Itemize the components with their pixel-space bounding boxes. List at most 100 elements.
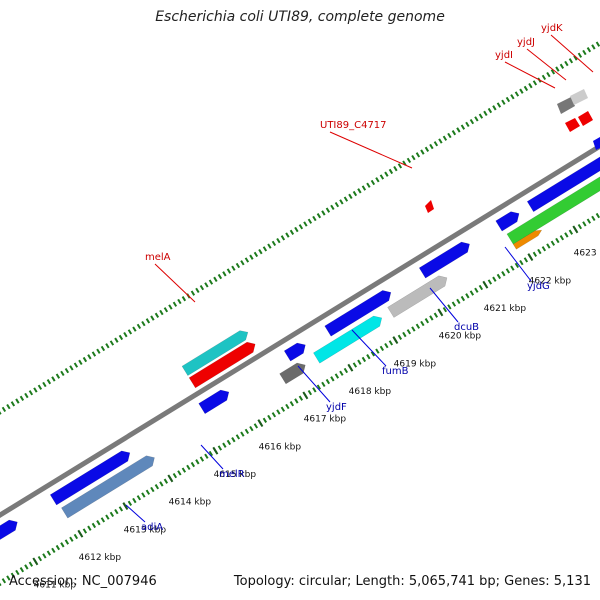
gene-arrow <box>283 342 306 362</box>
gene-label: yjdI <box>495 50 513 61</box>
track-tick <box>69 365 74 371</box>
track-tick <box>285 403 290 410</box>
track-tick <box>289 401 295 407</box>
scale-major-tick <box>212 446 219 455</box>
scale-tick-label: 4613 kbp <box>124 525 167 535</box>
track-tick <box>586 47 592 53</box>
track-tick <box>366 182 371 188</box>
track-tick <box>204 453 209 459</box>
scale-major-tick <box>392 336 399 345</box>
track-tick <box>339 199 344 205</box>
track-tick <box>465 293 470 299</box>
gene-arrow <box>61 455 155 519</box>
track-tick <box>307 389 313 396</box>
track-tick <box>519 88 524 94</box>
track-tick <box>415 152 421 158</box>
label-leader-line <box>550 34 594 73</box>
track-tick <box>262 246 268 252</box>
gene-label: adiA <box>141 522 163 533</box>
track-tick <box>393 166 398 172</box>
track-tick <box>96 520 101 526</box>
track-tick <box>186 464 191 470</box>
track-tick <box>550 69 556 75</box>
scale-tick-label: 4615 kbp <box>214 470 257 480</box>
track-tick <box>141 492 146 498</box>
track-tick <box>568 229 574 235</box>
track-tick <box>64 367 70 374</box>
track-tick <box>375 348 380 354</box>
track-tick <box>478 113 484 119</box>
track-tick <box>55 373 61 379</box>
track-tick <box>123 332 128 338</box>
gene-arrow <box>495 211 520 232</box>
label-leader-line <box>297 365 331 403</box>
gene-arrow <box>512 229 543 250</box>
track-tick <box>352 362 358 368</box>
track-tick <box>460 295 466 302</box>
track-tick <box>96 348 101 354</box>
track-tick <box>312 215 317 222</box>
track-tick <box>231 265 236 271</box>
track-tick <box>222 271 227 277</box>
track-tick <box>388 168 394 175</box>
track-tick <box>388 340 394 346</box>
track-tick <box>159 481 164 487</box>
gene-arrow <box>387 275 448 318</box>
track-tick <box>478 284 484 291</box>
track-tick <box>505 268 511 274</box>
track-tick <box>343 196 349 202</box>
track-tick <box>514 91 520 97</box>
scale-major-tick <box>122 502 129 511</box>
track-tick <box>420 320 425 327</box>
scale-major-tick <box>437 308 444 317</box>
track-tick <box>546 71 551 78</box>
scale-major-tick <box>347 363 354 372</box>
track-tick <box>447 304 452 310</box>
track-tick <box>195 459 200 465</box>
track-tick <box>82 356 88 363</box>
track-tick <box>433 141 439 147</box>
track-tick <box>357 188 362 194</box>
track-tick <box>42 553 47 559</box>
track-tick <box>145 489 151 495</box>
track-tick <box>64 539 70 545</box>
gene-label: yjdG <box>527 281 550 292</box>
scale-tick-label: 4618 kbp <box>349 387 392 397</box>
track-tick <box>577 52 583 58</box>
track-tick <box>267 243 272 249</box>
track-tick <box>370 351 376 357</box>
track-tick <box>154 312 160 318</box>
track-tick <box>172 301 178 307</box>
track-tick <box>24 392 29 399</box>
track-tick <box>222 442 227 448</box>
track-tick <box>276 409 281 415</box>
track-tick <box>379 345 385 352</box>
track-tick <box>159 309 164 316</box>
track-tick <box>519 259 524 266</box>
track-tick <box>24 564 29 570</box>
gene-arrow <box>557 97 575 114</box>
track-tick <box>195 287 200 294</box>
track-tick <box>334 373 340 379</box>
track-tick <box>487 279 493 285</box>
track-tick <box>154 484 160 490</box>
scale-major-tick <box>77 529 84 538</box>
track-tick <box>406 329 412 335</box>
track-tick <box>559 63 565 69</box>
track-tick <box>1 578 7 584</box>
track-tick <box>177 470 182 476</box>
track-tick <box>10 401 16 407</box>
track-tick <box>546 243 551 249</box>
track-tick <box>321 381 326 387</box>
track-tick <box>51 547 56 553</box>
track-tick <box>190 290 196 296</box>
gene-arrow <box>425 200 434 213</box>
track-tick <box>532 251 538 257</box>
track-tick <box>73 533 79 540</box>
label-leader-line <box>154 263 196 303</box>
label-leader-line <box>329 131 413 169</box>
gene-arrow <box>593 137 600 150</box>
gene-arrow <box>0 519 18 540</box>
track-tick <box>555 237 560 244</box>
